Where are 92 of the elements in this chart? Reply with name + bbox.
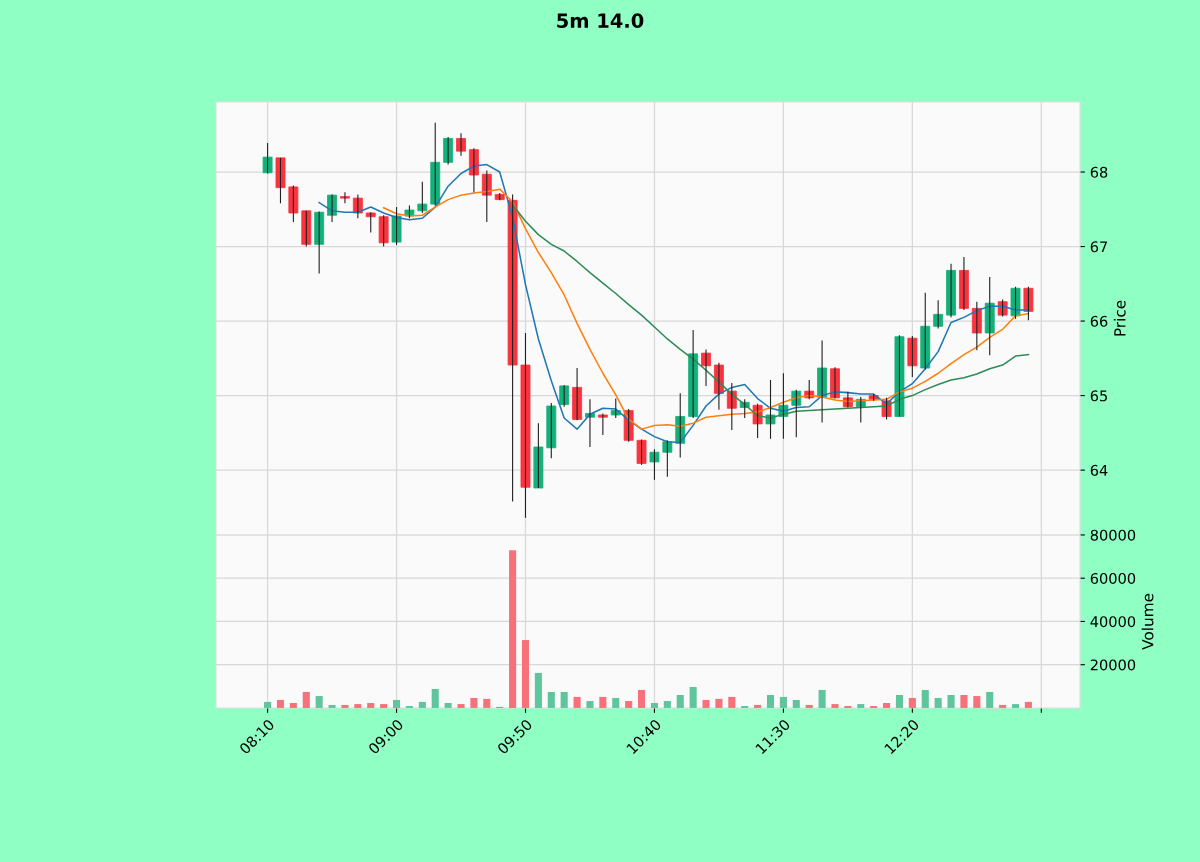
- bar: [702, 699, 710, 708]
- bar: [986, 691, 994, 708]
- bar: [857, 704, 865, 708]
- bar: [276, 699, 285, 708]
- bar: [431, 688, 439, 708]
- bar: [470, 698, 478, 708]
- y-tick-label: 67: [1090, 241, 1108, 253]
- bar: [599, 696, 607, 708]
- bar: [457, 704, 465, 708]
- bar: [586, 701, 594, 708]
- y-tick-label: 40000: [1090, 616, 1136, 628]
- bar: [612, 698, 620, 708]
- bar: [1024, 701, 1032, 708]
- y-tick-label: 65: [1090, 390, 1108, 402]
- bar: [315, 696, 323, 708]
- bar: [638, 690, 646, 708]
- bar: [534, 672, 542, 708]
- bar: [509, 550, 517, 708]
- bar: [831, 704, 839, 708]
- bar: [328, 704, 336, 708]
- candlestick: [559, 384, 570, 408]
- bar: [818, 690, 826, 708]
- candlestick: [907, 335, 918, 378]
- bar: [302, 691, 310, 708]
- bar: [973, 696, 981, 708]
- bar: [947, 694, 955, 708]
- bar: [418, 701, 426, 708]
- candlestick: [365, 211, 376, 233]
- bar: [483, 698, 491, 708]
- bar: [908, 698, 916, 708]
- bar: [676, 694, 684, 708]
- candlestick: [1010, 286, 1021, 320]
- y-tick-label: 68: [1090, 166, 1108, 178]
- bar: [625, 701, 633, 708]
- bar: [999, 704, 1007, 708]
- candlestick: [546, 402, 557, 459]
- candlestick: [275, 157, 286, 204]
- bar: [547, 691, 555, 708]
- candlestick: [662, 439, 673, 478]
- bar: [663, 701, 671, 708]
- candlestick: [340, 191, 350, 204]
- bar: [960, 694, 968, 708]
- bar: [521, 640, 530, 708]
- bar: [367, 702, 375, 708]
- bar: [1011, 704, 1020, 708]
- candlestick: [623, 408, 634, 443]
- y-tick-label: 20000: [1090, 659, 1136, 671]
- bar: [754, 704, 762, 708]
- chart-title: 5m 14.0: [557, 13, 644, 28]
- candlestick: [765, 379, 776, 440]
- bar: [805, 704, 813, 708]
- bar: [264, 701, 272, 708]
- candlestick: [894, 334, 905, 418]
- candlestick: [288, 184, 299, 223]
- y-tick-label: 60000: [1090, 572, 1136, 584]
- candlestick: [649, 448, 660, 481]
- y-tick-label: 80000: [1090, 529, 1136, 541]
- bar: [883, 702, 891, 708]
- bar: [650, 702, 658, 708]
- bar: [341, 704, 349, 708]
- candlestick: [507, 193, 518, 502]
- bar: [354, 704, 362, 708]
- bar: [934, 698, 942, 708]
- y-axis-title: Volume: [1141, 593, 1154, 650]
- bar: [380, 704, 388, 708]
- y-tick-label: 64: [1090, 464, 1108, 476]
- bar: [895, 694, 904, 708]
- candlestick: [262, 142, 273, 175]
- candlestick: [391, 206, 402, 246]
- bar: [715, 698, 723, 708]
- bar: [728, 696, 736, 708]
- bar: [921, 690, 929, 708]
- bar: [779, 696, 787, 708]
- candlestick: [920, 292, 931, 371]
- bar: [792, 699, 800, 708]
- candlestick: [597, 412, 608, 436]
- candlestick: [1023, 286, 1034, 321]
- y-tick-label: 66: [1090, 315, 1108, 327]
- bar: [573, 696, 581, 708]
- bar: [689, 686, 697, 708]
- candlestick: [314, 210, 325, 274]
- bar: [766, 694, 775, 708]
- bar: [560, 691, 568, 708]
- bar: [289, 702, 297, 708]
- bar: [444, 702, 452, 708]
- candlestick: [636, 439, 647, 466]
- bar: [392, 699, 401, 708]
- candlestick: [417, 181, 428, 214]
- y-axis-title: Price: [1113, 300, 1126, 336]
- candlestick: [301, 210, 312, 248]
- candlestick: [533, 422, 544, 489]
- candlestick: [378, 214, 389, 248]
